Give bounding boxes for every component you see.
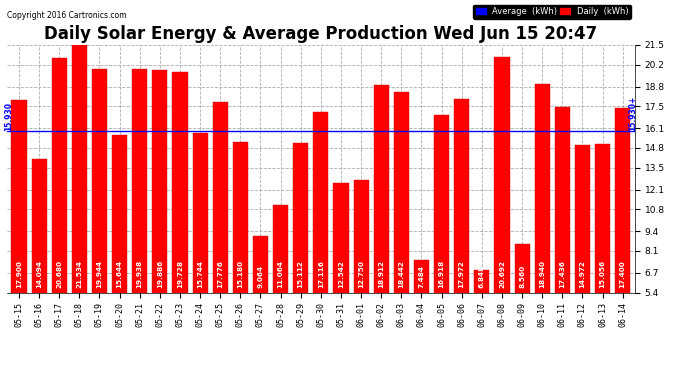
Bar (273, 206, 288, 375)
Bar (233, 142, 248, 375)
Bar (555, 108, 570, 375)
Text: 14.094: 14.094 (36, 260, 42, 288)
Bar (193, 134, 208, 375)
Text: 14.972: 14.972 (580, 260, 586, 288)
Legend: Average  (kWh), Daily  (kWh): Average (kWh), Daily (kWh) (473, 4, 631, 19)
Bar (293, 143, 308, 375)
Text: 19.944: 19.944 (97, 260, 103, 288)
Text: 12.750: 12.750 (358, 260, 364, 288)
Text: 17.900: 17.900 (16, 260, 22, 288)
Text: 19.886: 19.886 (157, 260, 163, 288)
Text: 15.180: 15.180 (237, 260, 244, 288)
Bar (152, 70, 168, 375)
Bar (434, 116, 449, 375)
Bar (333, 183, 348, 375)
Text: 6.848: 6.848 (479, 265, 485, 288)
Bar (253, 236, 268, 375)
Text: 16.918: 16.918 (439, 260, 444, 288)
Text: 11.064: 11.064 (277, 260, 284, 288)
Bar (32, 159, 47, 375)
Text: 20.692: 20.692 (499, 260, 505, 288)
Text: 15.112: 15.112 (297, 260, 304, 288)
Bar (595, 144, 610, 375)
Bar (92, 69, 107, 375)
Text: 15.930+: 15.930+ (629, 95, 638, 130)
Text: 15.056: 15.056 (600, 260, 606, 288)
Bar (535, 84, 550, 375)
Text: 8.560: 8.560 (519, 265, 525, 288)
Text: 20.680: 20.680 (56, 260, 62, 288)
Text: 7.484: 7.484 (418, 265, 424, 288)
Bar (213, 102, 228, 375)
Text: 21.534: 21.534 (77, 260, 82, 288)
Text: 17.116: 17.116 (318, 260, 324, 288)
Text: 12.542: 12.542 (338, 260, 344, 288)
Text: 17.972: 17.972 (459, 260, 465, 288)
Text: 17.776: 17.776 (217, 260, 224, 288)
Title: Daily Solar Energy & Average Production Wed Jun 15 20:47: Daily Solar Energy & Average Production … (44, 26, 598, 44)
Text: 17.436: 17.436 (560, 260, 565, 288)
Bar (112, 135, 127, 375)
Bar (12, 100, 26, 375)
Text: 19.938: 19.938 (137, 260, 143, 288)
Bar (132, 69, 147, 375)
Text: 9.064: 9.064 (257, 265, 264, 288)
Text: 15.744: 15.744 (197, 260, 203, 288)
Bar (353, 180, 368, 375)
Text: 19.728: 19.728 (177, 260, 183, 288)
Text: Copyright 2016 Cartronics.com: Copyright 2016 Cartronics.com (7, 11, 126, 20)
Text: 18.940: 18.940 (539, 260, 545, 288)
Bar (495, 57, 509, 375)
Text: 18.442: 18.442 (398, 260, 404, 288)
Bar (72, 45, 87, 375)
Bar (615, 108, 630, 375)
Bar (313, 112, 328, 375)
Bar (515, 244, 530, 375)
Bar (575, 146, 590, 375)
Bar (454, 99, 469, 375)
Bar (394, 92, 409, 375)
Bar (172, 72, 188, 375)
Text: 15.930: 15.930 (4, 102, 13, 130)
Text: 15.644: 15.644 (117, 260, 123, 288)
Text: 17.400: 17.400 (620, 260, 626, 288)
Text: 18.912: 18.912 (378, 260, 384, 288)
Bar (374, 85, 388, 375)
Bar (414, 261, 429, 375)
Bar (52, 58, 67, 375)
Bar (474, 270, 489, 375)
